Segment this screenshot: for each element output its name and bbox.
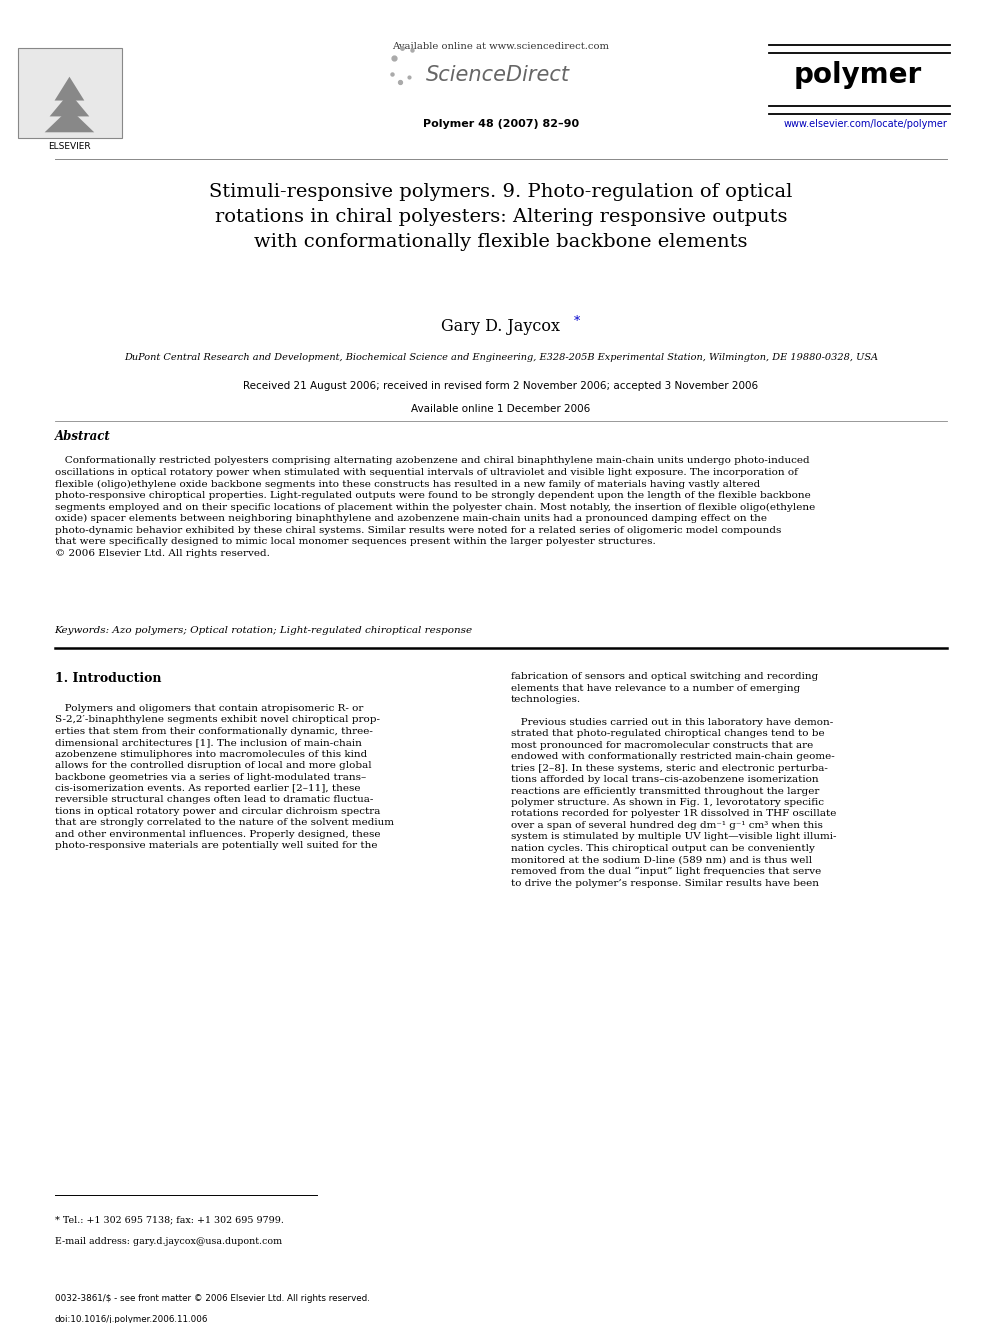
Text: ELSEVIER: ELSEVIER <box>49 142 90 151</box>
Text: Received 21 August 2006; received in revised form 2 November 2006; accepted 3 No: Received 21 August 2006; received in rev… <box>243 381 759 392</box>
Bar <box>18 48 122 138</box>
Text: Conformationally restricted polyesters comprising alternating azobenzene and chi: Conformationally restricted polyesters c… <box>55 456 814 557</box>
Text: *: * <box>573 315 579 328</box>
Text: doi:10.1016/j.polymer.2006.11.006: doi:10.1016/j.polymer.2006.11.006 <box>55 1315 208 1323</box>
Text: ScienceDirect: ScienceDirect <box>426 65 570 86</box>
Text: DuPont Central Research and Development, Biochemical Science and Engineering, E3: DuPont Central Research and Development,… <box>124 353 878 363</box>
Text: Polymers and oligomers that contain atropisomeric R- or
S-2,2′-binaphthylene seg: Polymers and oligomers that contain atro… <box>55 704 394 851</box>
Text: fabrication of sensors and optical switching and recording
elements that have re: fabrication of sensors and optical switc… <box>511 672 836 888</box>
Text: 1. Introduction: 1. Introduction <box>55 672 161 685</box>
Text: * Tel.: +1 302 695 7138; fax: +1 302 695 9799.: * Tel.: +1 302 695 7138; fax: +1 302 695… <box>55 1216 284 1225</box>
Text: Keywords: Azo polymers; Optical rotation; Light-regulated chiroptical response: Keywords: Azo polymers; Optical rotation… <box>55 626 472 635</box>
Text: polymer: polymer <box>794 61 923 90</box>
Text: Available online at www.sciencedirect.com: Available online at www.sciencedirect.co… <box>393 42 609 52</box>
Text: E-mail address: gary.d.jaycox@usa.dupont.com: E-mail address: gary.d.jaycox@usa.dupont… <box>55 1237 282 1246</box>
Text: Gary D. Jaycox: Gary D. Jaycox <box>441 318 560 335</box>
Polygon shape <box>50 93 89 116</box>
Text: Available online 1 December 2006: Available online 1 December 2006 <box>412 404 590 414</box>
Text: 0032-3861/$ - see front matter © 2006 Elsevier Ltd. All rights reserved.: 0032-3861/$ - see front matter © 2006 El… <box>55 1294 369 1303</box>
Polygon shape <box>45 108 94 132</box>
Polygon shape <box>55 77 84 101</box>
Text: Polymer 48 (2007) 82–90: Polymer 48 (2007) 82–90 <box>423 119 579 130</box>
Text: Abstract: Abstract <box>55 430 110 443</box>
Text: www.elsevier.com/locate/polymer: www.elsevier.com/locate/polymer <box>784 119 947 130</box>
Text: Stimuli-responsive polymers. 9. Photo-regulation of optical
rotations in chiral : Stimuli-responsive polymers. 9. Photo-re… <box>209 183 793 250</box>
